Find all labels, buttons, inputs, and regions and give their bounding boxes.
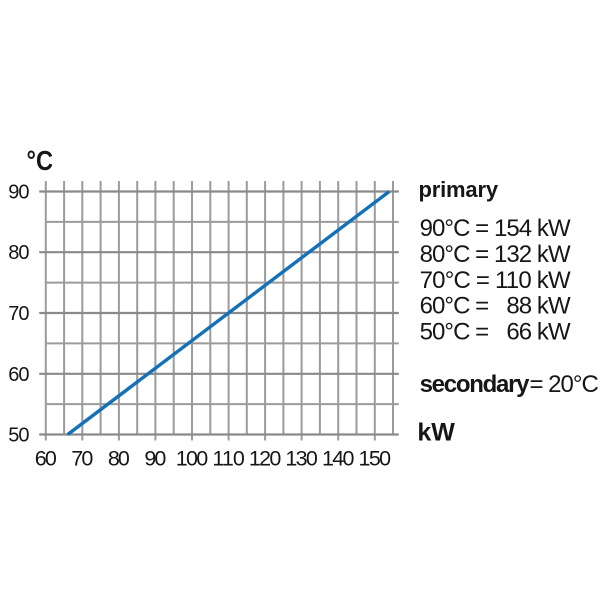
svg-text:140: 140 — [322, 447, 355, 471]
svg-text:= 20°C: = 20°C — [530, 371, 599, 398]
svg-text:primary: primary — [419, 177, 499, 202]
svg-text:80: 80 — [8, 242, 29, 264]
svg-text:70: 70 — [71, 447, 93, 471]
svg-text:130: 130 — [285, 447, 318, 471]
svg-text:150: 150 — [359, 447, 392, 471]
svg-text:120: 120 — [249, 447, 282, 471]
svg-text:80°C = 132 kW: 80°C = 132 kW — [420, 241, 571, 268]
svg-text:60: 60 — [35, 447, 57, 471]
svg-text:90°C = 154 kW: 90°C = 154 kW — [420, 215, 571, 242]
svg-text:90: 90 — [8, 182, 29, 204]
svg-text:secondary: secondary — [420, 371, 531, 398]
svg-text:100: 100 — [176, 447, 209, 471]
svg-text:60: 60 — [8, 364, 29, 386]
svg-text:70: 70 — [8, 303, 29, 325]
svg-text:90: 90 — [144, 447, 166, 471]
svg-text:50°C = 66 kW: 50°C = 66 kW — [420, 318, 571, 345]
svg-text:80: 80 — [108, 447, 130, 471]
svg-text:70°C = 110 kW: 70°C = 110 kW — [420, 267, 571, 294]
svg-text:°C: °C — [27, 145, 54, 176]
svg-text:110: 110 — [212, 447, 245, 471]
svg-text:60°C = 88 kW: 60°C = 88 kW — [420, 293, 571, 320]
svg-text:50: 50 — [8, 425, 29, 447]
svg-text:kW: kW — [417, 419, 455, 447]
